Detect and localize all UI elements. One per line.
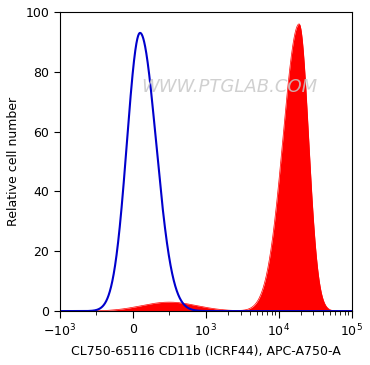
X-axis label: CL750-65116 CD11b (ICRF44), APC-A750-A: CL750-65116 CD11b (ICRF44), APC-A750-A	[71, 345, 340, 358]
Y-axis label: Relative cell number: Relative cell number	[7, 97, 20, 226]
Text: WWW.PTGLAB.COM: WWW.PTGLAB.COM	[141, 78, 317, 96]
